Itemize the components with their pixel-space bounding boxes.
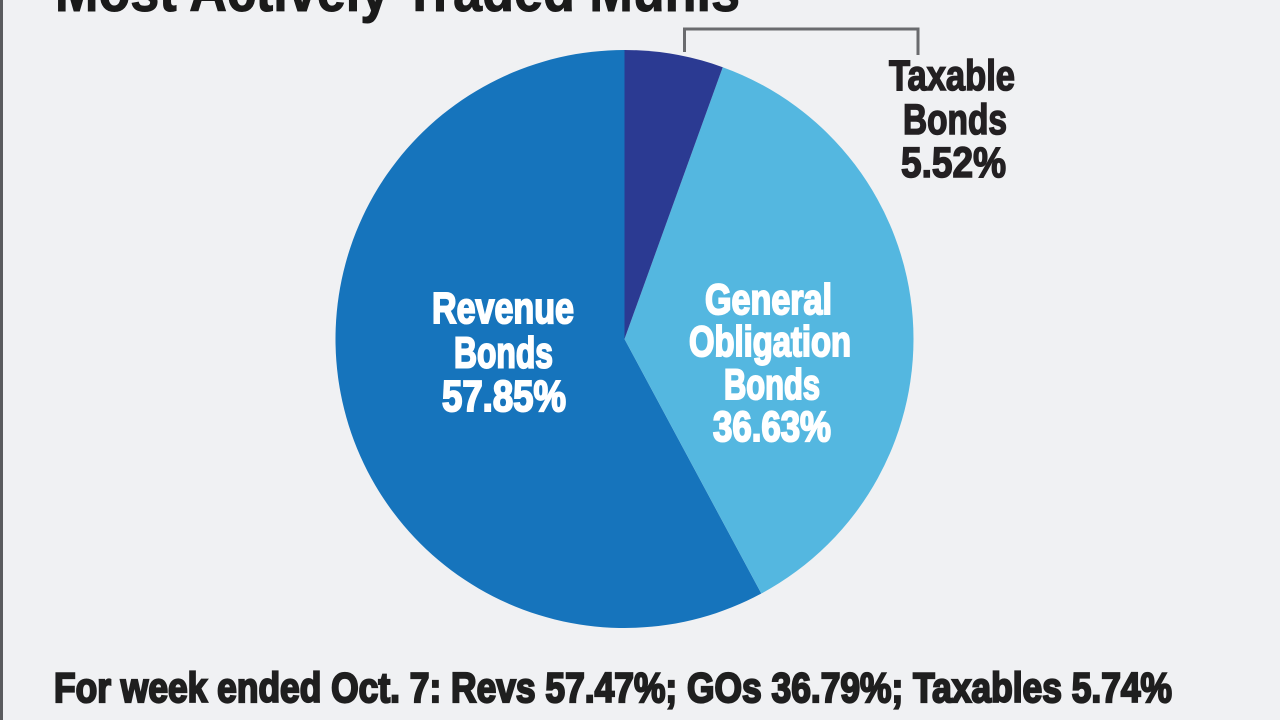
svg-text:General: General	[705, 277, 832, 324]
svg-text:Bonds: Bonds	[724, 362, 820, 409]
svg-text:57.85%: 57.85%	[442, 373, 566, 421]
svg-text:Bonds: Bonds	[454, 330, 553, 378]
svg-text:Revenue: Revenue	[432, 285, 574, 333]
svg-text:Most Actively Traded Munis: Most Actively Traded Munis	[55, 0, 740, 24]
svg-text:Taxable: Taxable	[889, 52, 1015, 100]
svg-text:5.52%: 5.52%	[901, 139, 1006, 187]
svg-text:36.63%: 36.63%	[713, 404, 831, 451]
svg-text:Obligation: Obligation	[689, 319, 851, 366]
svg-text:Bonds: Bonds	[903, 96, 1007, 144]
svg-text:For week ended Oct. 7: Revs 57: For week ended Oct. 7: Revs 57.47%; GOs …	[54, 664, 1172, 711]
